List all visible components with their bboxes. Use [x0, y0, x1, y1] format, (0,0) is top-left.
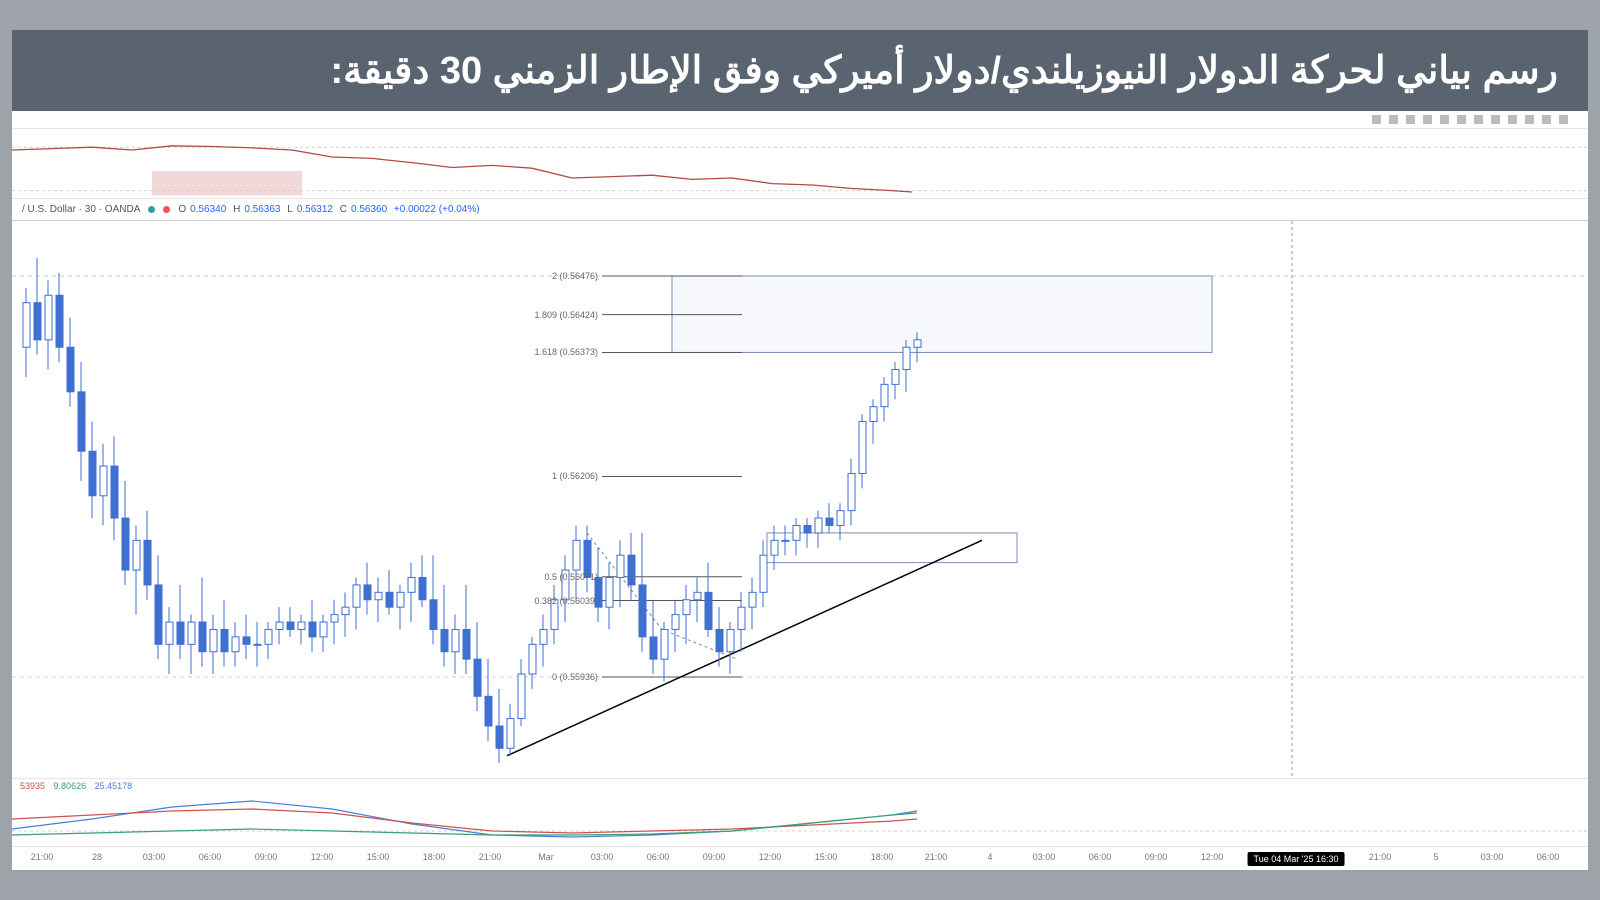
indicator-pane[interactable]: 53935 9.80626 25.45178	[12, 778, 1588, 846]
xaxis-tick: 03:00	[143, 852, 166, 862]
fib-level-label: 1.809 (0.56424)	[534, 310, 602, 320]
main-chart-pane[interactable]: 2 (0.56476) 1.809 (0.56424) 1.618 (0.56373…	[12, 221, 1588, 778]
fib-level-label: 1.618 (0.56373)	[534, 347, 602, 357]
fib-level-label: 1 (0.56206)	[552, 471, 602, 481]
status-dot-green	[148, 206, 155, 213]
xaxis-tick: 09:00	[1145, 852, 1168, 862]
symbol-info-row: / U.S. Dollar · 30 · OANDA O0.56340 H0.5…	[12, 199, 1588, 221]
xaxis-tick: 5	[1433, 852, 1438, 862]
x-axis: 21:00 28 03:00 06:00 09:00 12:00 15:00 18:00 21:…	[12, 846, 1588, 870]
ohlc-values: O0.56340 H0.56363 L0.56312 C0.56360 +0.0…	[178, 204, 483, 215]
indicator-svg	[12, 779, 1588, 847]
mini-chart-pane[interactable]	[12, 129, 1588, 199]
xaxis-tick: 18:00	[423, 852, 446, 862]
xaxis-tick: 03:00	[1481, 852, 1504, 862]
xaxis-tick: 12:00	[759, 852, 782, 862]
xaxis-tick: 18:00	[871, 852, 894, 862]
xaxis-tick: 12:00	[311, 852, 334, 862]
xaxis-tick: 09:00	[703, 852, 726, 862]
main-chart-svg	[12, 221, 1588, 778]
page-title: رسم بياني لحركة الدولار النيوزيلندي/دولا…	[12, 30, 1588, 111]
symbol-label: / U.S. Dollar · 30 · OANDA	[22, 204, 140, 215]
xaxis-tick: 06:00	[1089, 852, 1112, 862]
xaxis-tick: 09:00	[255, 852, 278, 862]
xaxis-tick: Mar	[538, 852, 554, 862]
xaxis-tick: 15:00	[815, 852, 838, 862]
xaxis-tick: 4	[987, 852, 992, 862]
xaxis-tick: 06:00	[199, 852, 222, 862]
xaxis-tick: 21:00	[925, 852, 948, 862]
xaxis-tick: 15:00	[367, 852, 390, 862]
xaxis-tick: 03:00	[591, 852, 614, 862]
xaxis-tick: 03:00	[1033, 852, 1056, 862]
toolbar	[12, 111, 1588, 129]
fib-level-label: 2 (0.56476)	[552, 271, 602, 281]
xaxis-tick: 21:00	[1369, 852, 1392, 862]
xaxis-tick: 06:00	[1537, 852, 1560, 862]
xaxis-tick: 12:00	[1201, 852, 1224, 862]
fib-level-label: 0.5 (0.56071)	[544, 572, 602, 582]
xaxis-tick: 06:00	[647, 852, 670, 862]
xaxis-tick: 21:00	[31, 852, 54, 862]
fib-level-label: 0.382 (0.56039)	[534, 596, 602, 606]
chart-frame: رسم بياني لحركة الدولار النيوزيلندي/دولا…	[12, 30, 1588, 870]
xaxis-tick: 28	[92, 852, 102, 862]
fib-level-label: 0 (0.55936)	[552, 672, 602, 682]
status-dot-red	[163, 206, 170, 213]
xaxis-crosshair-label: Tue 04 Mar '25 16:30	[1248, 852, 1345, 866]
mini-chart-svg	[12, 129, 1588, 199]
xaxis-tick: 21:00	[479, 852, 502, 862]
